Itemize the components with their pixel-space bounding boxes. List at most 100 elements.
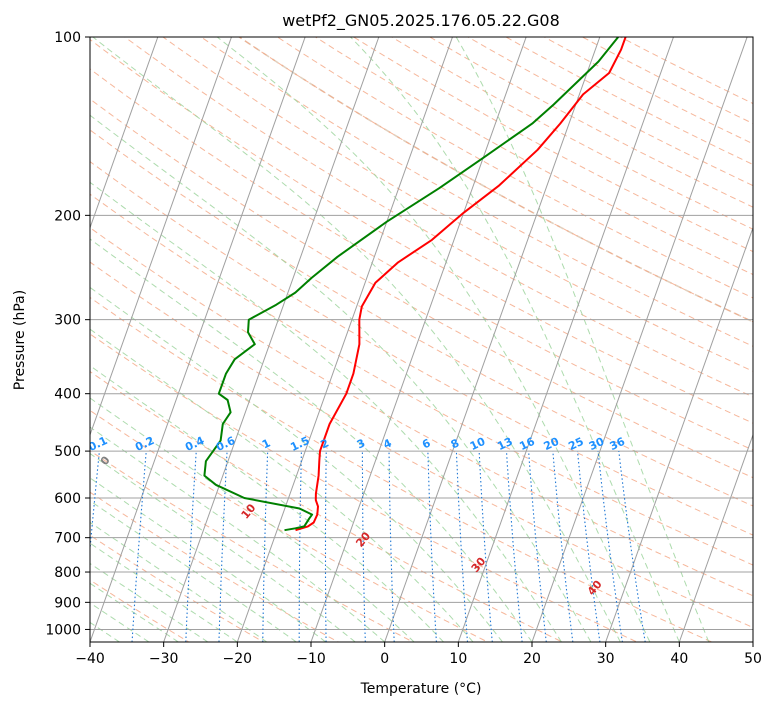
isotherm-line bbox=[384, 37, 601, 642]
moist-adiabat bbox=[90, 286, 503, 642]
mixing-ratio-label: 36 bbox=[608, 435, 628, 453]
x-axis-ticks: −40 −30 −20 −10 0 10 20 30 40 50 bbox=[75, 642, 762, 667]
dry-adiabat bbox=[90, 579, 190, 642]
dry-adiabat bbox=[90, 227, 753, 597]
isotherm-line bbox=[678, 433, 753, 642]
isotherm-line bbox=[90, 37, 233, 437]
x-tick-label: −20 bbox=[223, 651, 253, 667]
dry-adiabat bbox=[276, 37, 753, 299]
mixing-ratio-line bbox=[298, 451, 302, 642]
sounding-series bbox=[203, 37, 627, 532]
y-tick-label: 100 bbox=[54, 30, 81, 46]
y-tick-label: 800 bbox=[54, 565, 81, 581]
mixing-ratio-label: 20 bbox=[542, 435, 562, 453]
moist-adiabat bbox=[90, 500, 297, 642]
dry-adiabat bbox=[90, 296, 713, 642]
mixing-ratio-line bbox=[552, 451, 574, 642]
mixing-ratio-line bbox=[90, 451, 100, 555]
mixing-ratio-line bbox=[505, 451, 523, 642]
moist-adiabat bbox=[90, 521, 268, 642]
isotherm-line bbox=[90, 37, 306, 642]
x-tick-label: 0 bbox=[380, 651, 389, 667]
moist-adiabat bbox=[90, 542, 238, 642]
x-axis-title: Temperature (°C) bbox=[360, 681, 482, 697]
dry-adiabat bbox=[90, 333, 639, 642]
dry-adiabat bbox=[90, 68, 753, 451]
mixing-ratio-line bbox=[361, 451, 366, 642]
mixing-ratio-line bbox=[185, 451, 197, 642]
isotherm-line bbox=[605, 226, 753, 642]
dry-adiabats bbox=[90, 37, 753, 642]
dry-adiabat bbox=[90, 161, 753, 536]
mixing-ratio-label: 25 bbox=[566, 435, 585, 453]
isotherm-line bbox=[90, 37, 159, 230]
plot-frame bbox=[89, 36, 754, 643]
isotherm-line bbox=[236, 37, 454, 642]
mixing-ratio-line bbox=[131, 451, 147, 642]
temperature-line bbox=[295, 37, 627, 532]
y-tick-label: 300 bbox=[54, 313, 81, 329]
isotherm-line bbox=[310, 37, 527, 642]
background-curve bbox=[237, 37, 753, 323]
mixing-ratio-line bbox=[597, 451, 623, 642]
moist-adiabat bbox=[90, 426, 386, 642]
y-tick-label: 900 bbox=[54, 595, 81, 611]
mixing-ratio-line bbox=[528, 451, 547, 642]
y-tick-label: 200 bbox=[54, 208, 81, 224]
dewpoint-line bbox=[203, 37, 619, 532]
isotherms bbox=[90, 37, 753, 642]
y-tick-label: 700 bbox=[54, 531, 81, 547]
x-tick-label: −10 bbox=[296, 651, 326, 667]
moist-adiabat bbox=[90, 181, 562, 642]
mixing-ratio-line bbox=[618, 451, 646, 642]
dry-adiabat bbox=[90, 534, 265, 642]
moist-adiabat bbox=[350, 37, 680, 642]
y-axis-title: Pressure (hPa) bbox=[12, 290, 28, 390]
y-tick-label: 1000 bbox=[45, 622, 81, 638]
x-tick-label: −40 bbox=[75, 651, 105, 667]
mixing-ratio-line bbox=[576, 451, 601, 642]
mixing-ratio-line bbox=[427, 451, 437, 642]
mixing-ratio-label: 10 bbox=[468, 435, 488, 453]
x-tick-label: 40 bbox=[670, 651, 688, 667]
x-tick-label: −30 bbox=[149, 651, 179, 667]
dry-adiabat bbox=[90, 450, 415, 642]
mixing-ratio-line bbox=[478, 451, 493, 642]
x-tick-label: 50 bbox=[744, 651, 762, 667]
mixing-ratio-line bbox=[218, 451, 228, 642]
moist-adiabat bbox=[90, 238, 533, 642]
mixing-ratio-line bbox=[324, 451, 327, 642]
isotherm-line bbox=[457, 37, 675, 642]
x-tick-label: 10 bbox=[449, 651, 467, 667]
moist-adiabat bbox=[90, 477, 327, 642]
x-tick-label: 30 bbox=[597, 651, 615, 667]
y-tick-label: 400 bbox=[54, 387, 81, 403]
moist-adiabat bbox=[90, 328, 474, 642]
y-axis-ticks: 100 200 300 400 500 600 700 800 900 1000 bbox=[45, 30, 90, 638]
mixing-ratio-label: 30 bbox=[587, 435, 607, 453]
mixing-ratio-label: 16 bbox=[517, 435, 537, 453]
mixing-ratio-label: 13 bbox=[495, 435, 514, 453]
isotherm-line bbox=[531, 37, 748, 642]
dry-adiabat bbox=[90, 129, 753, 507]
moist-adiabat bbox=[90, 397, 415, 642]
dry-adiabat bbox=[90, 38, 753, 424]
dry-adiabat bbox=[90, 370, 564, 642]
mixing-ratio-line bbox=[455, 451, 469, 642]
moist-adiabat bbox=[455, 37, 710, 642]
mixing-ratio-lines bbox=[90, 451, 646, 642]
dry-adiabat bbox=[90, 193, 753, 566]
x-tick-label: 20 bbox=[523, 651, 541, 667]
chart-title: wetPf2_GN05.2025.176.05.22.G08 bbox=[282, 11, 560, 31]
plot-area: 0.10.20.40.611.52346810131620253036-100-… bbox=[90, 37, 753, 642]
dry-adiabat bbox=[90, 409, 489, 642]
isotherm-line bbox=[163, 37, 380, 642]
mixing-ratio-line bbox=[388, 451, 395, 642]
background-curves bbox=[237, 37, 753, 323]
y-tick-label: 500 bbox=[54, 444, 81, 460]
y-tick-label: 600 bbox=[54, 491, 81, 507]
dry-adiabat bbox=[90, 261, 753, 629]
mixing-ratio-line bbox=[262, 451, 269, 642]
dry-adiabat bbox=[162, 37, 753, 372]
